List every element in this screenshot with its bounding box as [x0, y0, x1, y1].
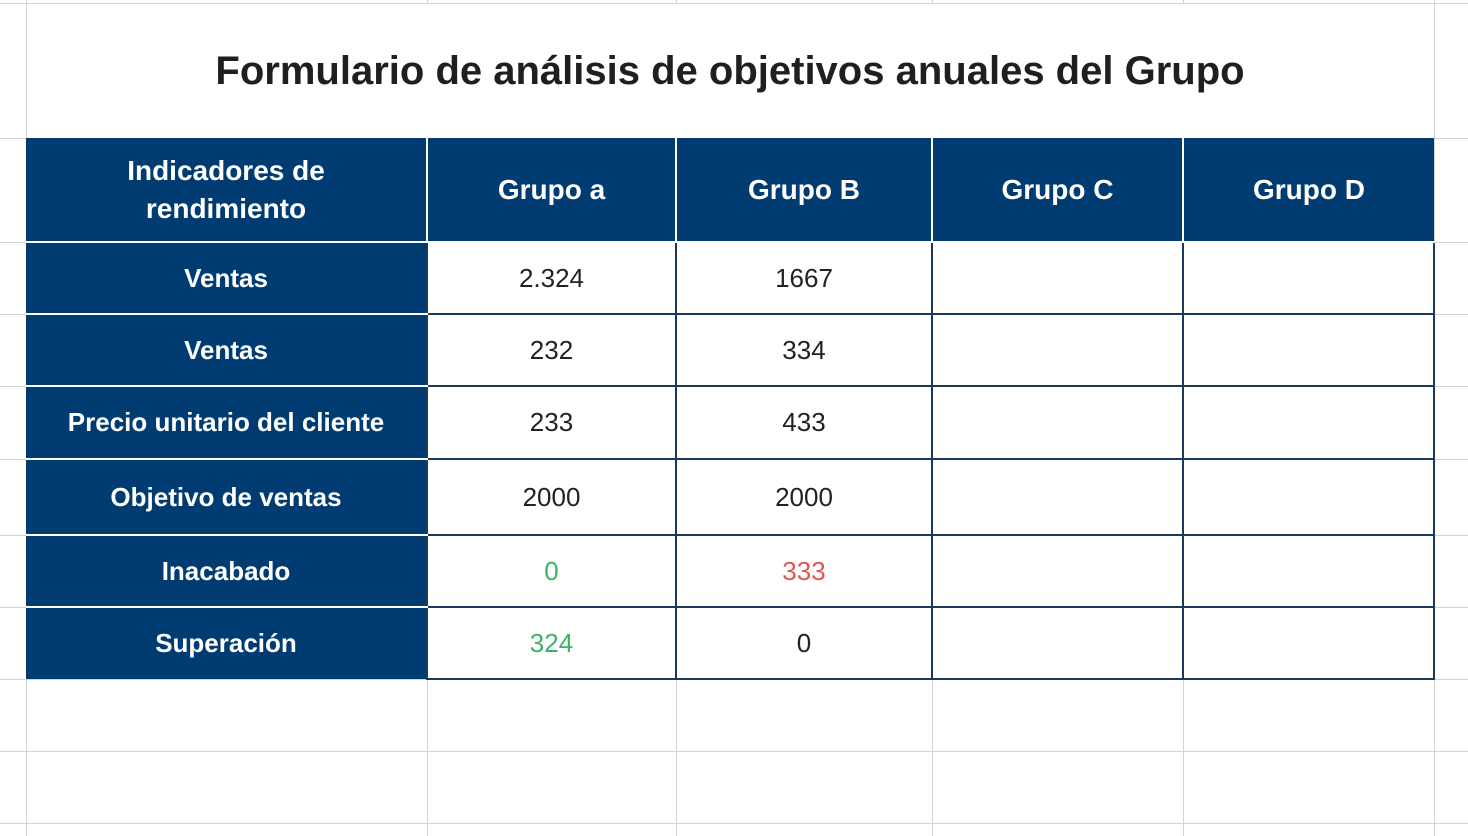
cell-grupo-c[interactable] [931, 534, 1184, 608]
cell-grupo-b[interactable]: 433 [675, 385, 933, 460]
sheet-title[interactable]: Formulario de análisis de objetivos anua… [27, 4, 1433, 138]
table-row: Objetivo de ventas 2000 2000 [26, 458, 1435, 536]
header-cell-grupo-d[interactable]: Grupo D [1183, 138, 1434, 243]
row-label-superacion[interactable]: Superación [26, 607, 427, 679]
header-cell-grupo-b[interactable]: Grupo B [676, 138, 933, 243]
cell-grupo-a[interactable]: 2000 [426, 458, 677, 536]
cell-grupo-c[interactable] [931, 458, 1184, 536]
cell-grupo-d[interactable] [1182, 241, 1435, 315]
cell-grupo-a[interactable]: 324 [426, 606, 677, 680]
table-row: Precio unitario del cliente 233 433 [26, 385, 1435, 460]
cell-grupo-a[interactable]: 232 [426, 313, 677, 387]
cell-grupo-b[interactable]: 1667 [675, 241, 933, 315]
cell-grupo-d[interactable] [1182, 534, 1435, 608]
cell-grupo-d[interactable] [1182, 458, 1435, 536]
cell-grupo-d[interactable] [1182, 606, 1435, 680]
header-cell-indicators[interactable]: Indicadores de rendimiento [26, 138, 428, 243]
cell-grupo-d[interactable] [1182, 313, 1435, 387]
gridline [0, 751, 1468, 752]
gridline [0, 679, 1468, 680]
gridline [1434, 0, 1435, 836]
row-label-ventas-2[interactable]: Ventas [26, 314, 427, 387]
cell-grupo-a[interactable]: 2.324 [426, 241, 677, 315]
row-label-inacabado[interactable]: Inacabado [26, 535, 427, 608]
header-row: Indicadores de rendimiento Grupo a Grupo… [26, 138, 1434, 243]
cell-grupo-b[interactable]: 334 [675, 313, 933, 387]
table-row: Ventas 2.324 1667 [26, 241, 1435, 315]
row-label-objetivo-ventas[interactable]: Objetivo de ventas [26, 459, 427, 536]
analysis-table: Indicadores de rendimiento Grupo a Grupo… [26, 138, 1435, 680]
cell-grupo-c[interactable] [931, 606, 1184, 680]
cell-grupo-c[interactable] [931, 313, 1184, 387]
table-row: Ventas 232 334 [26, 313, 1435, 387]
cell-grupo-c[interactable] [931, 385, 1184, 460]
cell-grupo-a[interactable]: 233 [426, 385, 677, 460]
header-cell-grupo-a[interactable]: Grupo a [427, 138, 677, 243]
gridline [0, 3, 1468, 4]
table-row: Inacabado 0 333 [26, 534, 1435, 608]
cell-grupo-b[interactable]: 0 [675, 606, 933, 680]
cell-grupo-a[interactable]: 0 [426, 534, 677, 608]
gridline [0, 823, 1468, 824]
header-cell-grupo-c[interactable]: Grupo C [932, 138, 1184, 243]
cell-grupo-b[interactable]: 333 [675, 534, 933, 608]
row-label-ventas[interactable]: Ventas [26, 242, 427, 315]
cell-grupo-b[interactable]: 2000 [675, 458, 933, 536]
cell-grupo-c[interactable] [931, 241, 1184, 315]
header-label: Indicadores de rendimiento [127, 154, 325, 224]
row-label-precio-unitario[interactable]: Precio unitario del cliente [26, 386, 427, 460]
cell-grupo-d[interactable] [1182, 385, 1435, 460]
table-row: Superación 324 0 [26, 606, 1435, 680]
